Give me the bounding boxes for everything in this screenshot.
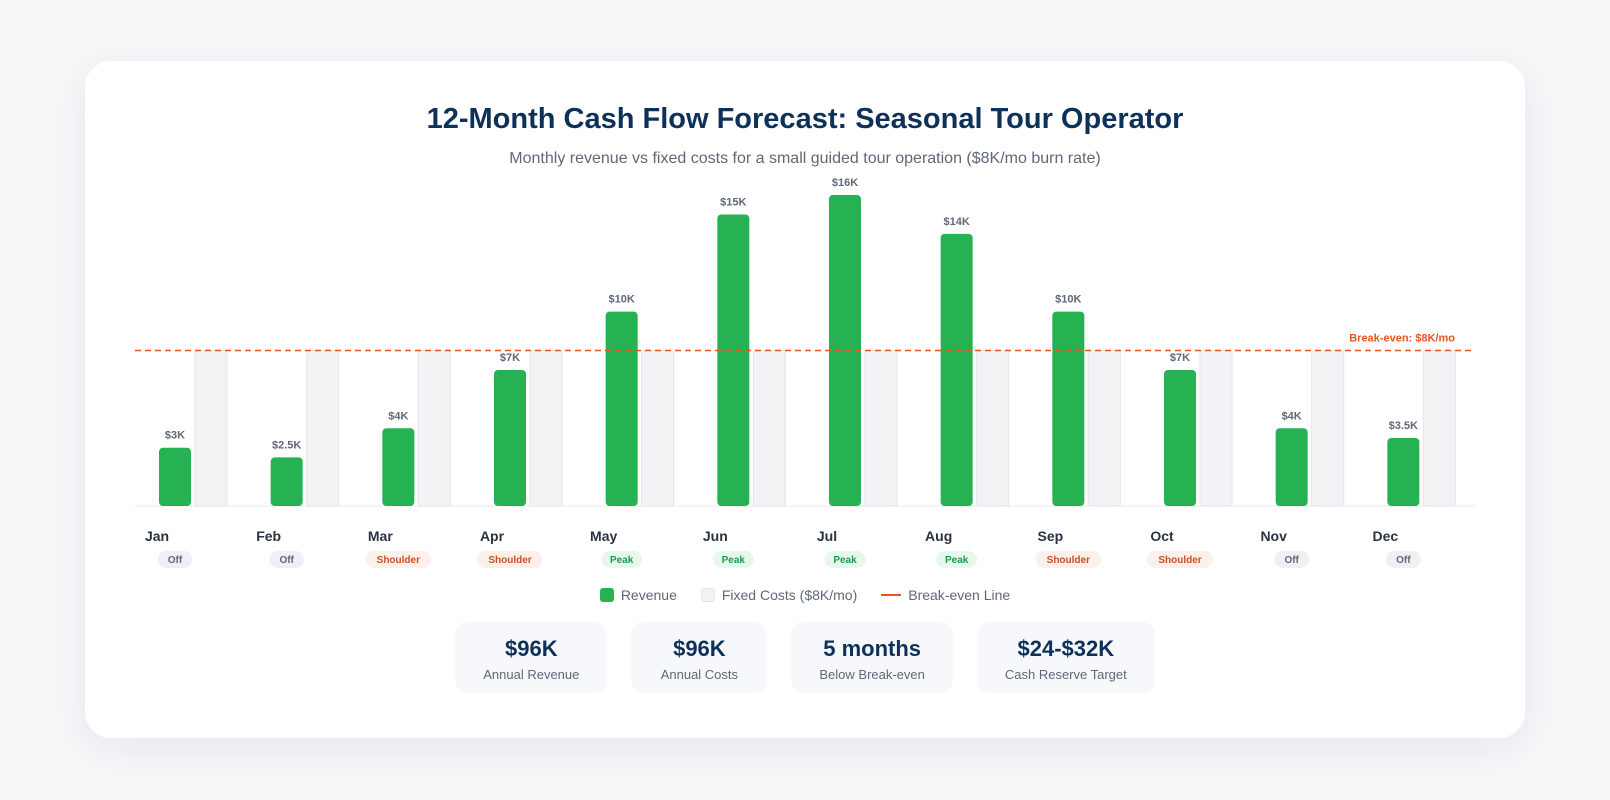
season-tag (712, 551, 754, 568)
stat-cash-reserve-target: $24-$32K Cash Reserve Target (976, 622, 1155, 693)
season-tag-label: Off (1284, 555, 1299, 566)
stat-annual-revenue: $96K Annual Revenue (455, 622, 608, 693)
chart-card: 12-Month Cash Flow Forecast: Seasonal To… (85, 61, 1525, 738)
revenue-bar (1052, 311, 1085, 506)
revenue-bar (1275, 428, 1308, 506)
revenue-bar (270, 457, 303, 506)
revenue-data-label: $7K (1170, 352, 1190, 364)
x-tick-label: Jan (145, 528, 169, 544)
season-tag (157, 551, 193, 568)
season-tag (365, 551, 432, 568)
fixed-cost-bar (641, 350, 675, 507)
revenue-bar (159, 447, 191, 506)
x-tick-label: May (590, 528, 617, 544)
fixed-cost-bar (976, 350, 1010, 507)
legend-item-fixed-costs: Fixed Costs ($8K/mo) (700, 587, 858, 603)
stats-row: $96K Annual Revenue $96K Annual Costs 5 … (85, 622, 1525, 693)
season-tag-label: Peak (945, 555, 969, 566)
revenue-bar (382, 428, 415, 506)
fixed-cost-bar (1087, 350, 1121, 507)
x-tick-label: Nov (1260, 528, 1287, 544)
x-tick-label: Oct (1150, 528, 1174, 544)
season-tag (1035, 551, 1102, 568)
legend-swatch-revenue (599, 588, 614, 602)
season-tag (824, 551, 866, 568)
stat-annual-costs: $96K Annual Costs (631, 622, 768, 693)
season-tag-label: Off (168, 555, 183, 566)
season-tag-label: Shoulder (1047, 555, 1090, 566)
legend-swatch-break-even (881, 594, 902, 596)
chart-legend: Revenue Fixed Costs ($8K/mo) Break-even … (85, 587, 1525, 603)
season-tag (1386, 551, 1421, 568)
revenue-data-label: $4K (388, 410, 408, 422)
break-even-label: Break-even: $8K/mo (1349, 333, 1455, 345)
revenue-data-label: $16K (832, 177, 858, 189)
season-tag (1147, 551, 1213, 568)
fixed-cost-bar (1199, 350, 1233, 507)
x-tick-label: Jul (817, 528, 837, 544)
revenue-data-label: $10K (609, 294, 635, 306)
legend-label-fixed-costs: Fixed Costs ($8K/mo) (721, 587, 858, 603)
revenue-data-label: $15K (720, 196, 746, 208)
legend-item-revenue: Revenue (599, 587, 677, 603)
season-tag (269, 551, 304, 568)
revenue-bar (717, 214, 750, 506)
revenue-bar (1164, 369, 1196, 506)
stat-below-break-even: 5 months Below Break-even (791, 622, 953, 693)
stat-value: $96K (673, 636, 726, 661)
revenue-bar (940, 233, 973, 506)
x-tick-label: Dec (1372, 528, 1398, 544)
stat-value: $24-$32K (1017, 636, 1115, 661)
chart-subtitle: Monthly revenue vs fixed costs for a sma… (509, 150, 1101, 167)
season-tag-label: Off (1396, 555, 1411, 566)
legend-swatch-fixed-costs (700, 588, 715, 602)
stat-value: $96K (505, 636, 558, 661)
season-tag-label: Peak (722, 555, 746, 566)
season-tag-label: Shoulder (488, 555, 531, 566)
season-tag-label: Peak (610, 555, 634, 566)
fixed-cost-bar (1422, 350, 1456, 507)
season-tag-label: Peak (833, 555, 857, 566)
season-tag-label: Shoulder (377, 555, 420, 566)
chart-title: 12-Month Cash Flow Forecast: Seasonal To… (426, 103, 1184, 135)
season-tag (1274, 551, 1309, 568)
fixed-cost-bar (752, 350, 786, 507)
stat-label: Annual Revenue (483, 667, 580, 682)
x-tick-label: Apr (480, 528, 505, 544)
x-tick-label: Jun (703, 528, 728, 544)
season-tag (601, 551, 643, 568)
stat-label: Cash Reserve Target (1004, 667, 1127, 682)
revenue-data-label: $4K (1282, 410, 1302, 422)
revenue-data-label: $2.5K (272, 439, 301, 451)
revenue-data-label: $3.5K (1389, 420, 1418, 432)
fixed-cost-bar (1311, 350, 1345, 507)
revenue-data-label: $14K (944, 216, 970, 228)
season-tag-label: Off (279, 555, 294, 566)
season-tag-label: Shoulder (1158, 555, 1201, 566)
fixed-cost-bar (194, 350, 228, 507)
revenue-bar (494, 369, 526, 506)
stat-value: 5 months (823, 636, 922, 661)
legend-label-break-even: Break-even Line (908, 587, 1011, 603)
x-tick-label: Sep (1037, 528, 1063, 544)
fixed-cost-bar (417, 350, 451, 507)
stat-label: Annual Costs (660, 667, 739, 682)
season-tag (477, 551, 543, 568)
fixed-cost-bar (306, 350, 340, 507)
revenue-data-label: $3K (165, 430, 185, 442)
x-tick-label: Feb (256, 528, 281, 544)
season-tag (936, 551, 978, 568)
fixed-cost-bar (529, 350, 563, 507)
legend-label-revenue: Revenue (620, 587, 677, 603)
revenue-bar (605, 311, 638, 506)
revenue-bar (1387, 437, 1420, 506)
legend-item-break-even: Break-even Line (881, 587, 1010, 603)
bar-chart: $3K Jan Off $2.5K Feb Off $4K Mar Shoulder $7K Apr… (135, 177, 1475, 568)
x-tick-label: Aug (925, 528, 952, 544)
revenue-data-label: $10K (1055, 294, 1081, 306)
revenue-data-label: $7K (500, 352, 520, 364)
x-tick-label: Mar (368, 528, 393, 544)
fixed-cost-bar (864, 350, 898, 507)
stat-label: Below Break-even (819, 667, 925, 682)
